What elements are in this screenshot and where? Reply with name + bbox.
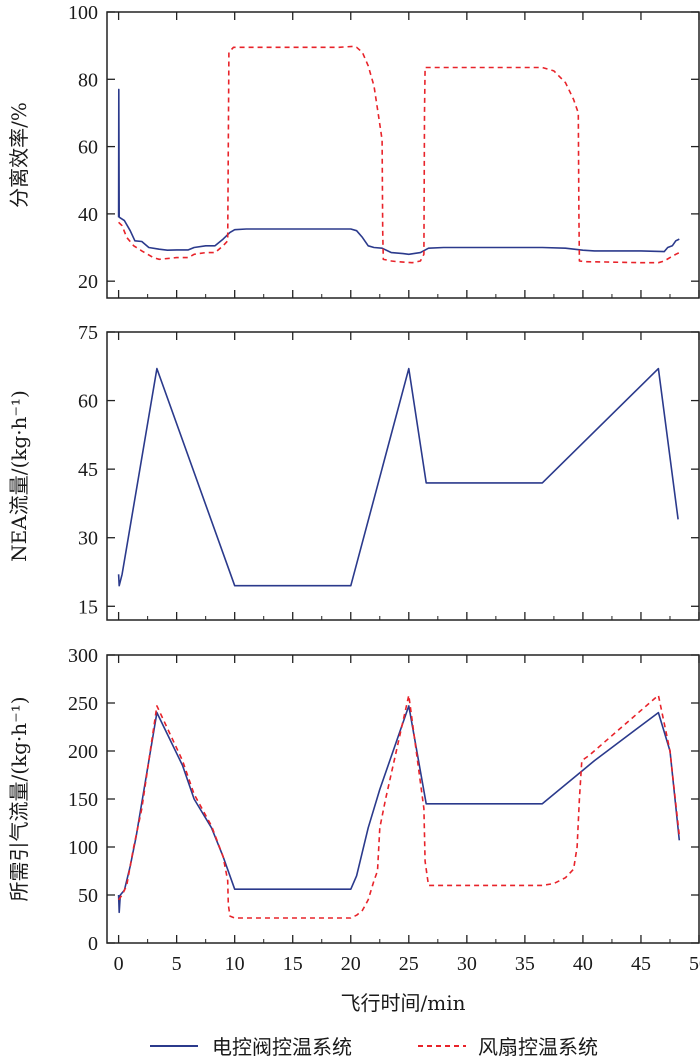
x-tick-label: 15 bbox=[283, 953, 303, 975]
chart-panels: 20406080100分离效率/%1530456075NEA流量/(kg·h⁻¹… bbox=[7, 2, 700, 975]
y-tick-label: 100 bbox=[68, 837, 98, 859]
y-tick-label: 100 bbox=[68, 2, 98, 24]
x-tick-label: 40 bbox=[573, 953, 593, 975]
y-axis-title: 所需引气流量/(kg·h⁻¹) bbox=[7, 696, 31, 901]
plot-frame bbox=[106, 11, 700, 299]
y-tick-label: 80 bbox=[78, 69, 98, 91]
y-tick-label: 75 bbox=[78, 322, 98, 344]
plot-frame bbox=[106, 331, 700, 621]
y-tick-label: 50 bbox=[78, 885, 98, 907]
y-tick-label: 150 bbox=[68, 789, 98, 811]
legend: 电控阀控温系统 风扇控温系统 bbox=[150, 1035, 598, 1058]
series-line-fan bbox=[117, 694, 681, 919]
series-line-electric-valve bbox=[117, 367, 679, 587]
x-tick-label: 5 bbox=[172, 953, 182, 975]
x-tick-label: 30 bbox=[457, 953, 477, 975]
x-tick-label: 35 bbox=[515, 953, 535, 975]
y-tick-label: 15 bbox=[78, 596, 98, 618]
y-tick-label: 40 bbox=[78, 204, 98, 226]
y-tick-label: 60 bbox=[78, 137, 98, 159]
x-tick-label: 0 bbox=[114, 953, 124, 975]
y-tick-label: 200 bbox=[68, 741, 98, 763]
y-axis-title: NEA流量/(kg·h⁻¹) bbox=[7, 390, 31, 562]
y-tick-label: 0 bbox=[88, 933, 98, 955]
y-tick-label: 20 bbox=[78, 271, 98, 293]
x-tick-label: 50 bbox=[689, 953, 700, 975]
series-line-electric-valve bbox=[117, 88, 680, 256]
plot-frame bbox=[106, 654, 700, 944]
x-tick-label: 10 bbox=[225, 953, 245, 975]
series-line-electric-valve bbox=[117, 705, 681, 914]
x-tick-label: 45 bbox=[631, 953, 651, 975]
x-axis-title: 飞行时间/min bbox=[341, 991, 466, 1015]
y-axis-title: 分离效率/% bbox=[7, 102, 31, 208]
y-tick-label: 300 bbox=[68, 645, 98, 667]
legend-label-fan: 风扇控温系统 bbox=[478, 1035, 598, 1058]
x-tick-label: 25 bbox=[399, 953, 419, 975]
panel-3: 0 5 10 15 20 25 30 35 40 45 50 0 50 100 150 200 250 300 所需… bbox=[7, 645, 700, 975]
y-tick-label: 250 bbox=[68, 693, 98, 715]
series-line-fan bbox=[118, 45, 680, 264]
panel-1: 20 40 60 80 100 分离效率/% bbox=[7, 2, 700, 299]
y-tick-label: 45 bbox=[78, 459, 98, 481]
y-tick-label: 30 bbox=[78, 528, 98, 550]
panel-2: 15 30 45 60 75 NEA流量/(kg·h⁻¹) bbox=[7, 322, 700, 621]
y-tick-label: 60 bbox=[78, 391, 98, 413]
x-tick-label: 20 bbox=[341, 953, 361, 975]
legend-label-electric-valve: 电控阀控温系统 bbox=[212, 1035, 352, 1058]
